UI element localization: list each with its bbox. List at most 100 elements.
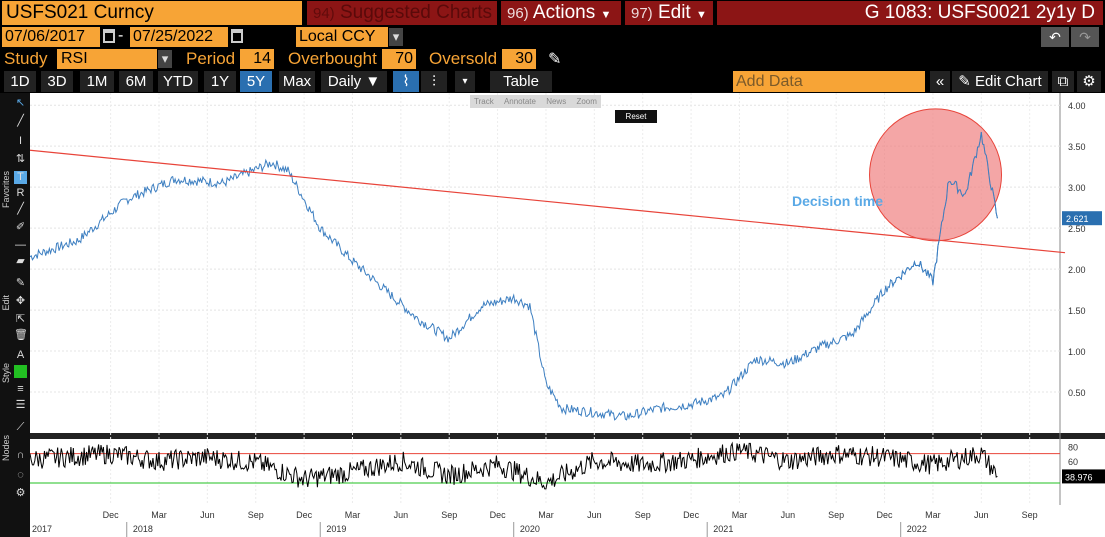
main-y-tick-label: 3.50 bbox=[1068, 142, 1086, 152]
line-style-icon[interactable]: ☰ bbox=[15, 399, 26, 411]
gear-icon[interactable]: ⚙ bbox=[1077, 71, 1101, 92]
chevron-down-icon[interactable]: ▾ bbox=[455, 71, 475, 92]
table-button[interactable]: Table bbox=[490, 71, 552, 92]
track-button[interactable]: Track bbox=[474, 97, 494, 106]
currency-select[interactable]: Local CCY bbox=[296, 27, 388, 47]
annotate-button[interactable]: Annotate bbox=[503, 97, 536, 106]
pointer-icon[interactable]: ↖ bbox=[15, 97, 26, 109]
range-1m[interactable]: 1M bbox=[80, 71, 114, 92]
suggested-label: Suggested Charts bbox=[339, 2, 493, 23]
chart-area[interactable]: 4.003.503.002.502.001.501.000.50806040De… bbox=[30, 93, 1105, 537]
node-icon[interactable]: ◌ bbox=[17, 469, 24, 481]
start-date-field[interactable]: 07/06/2017 bbox=[2, 27, 100, 47]
undo-icon[interactable]: ↶ bbox=[1041, 27, 1069, 47]
edit-menu[interactable]: 97) Edit ▼ bbox=[625, 1, 713, 25]
suggested-num: 94) bbox=[313, 5, 335, 22]
x-month-tick-label: Sep bbox=[828, 510, 844, 520]
eraser-icon[interactable]: ▰ bbox=[16, 255, 25, 267]
x-month-tick-label: Sep bbox=[635, 510, 651, 520]
fib-tool-icon[interactable]: ⇅ bbox=[15, 153, 26, 165]
add-data-input[interactable]: Add Data bbox=[733, 71, 925, 92]
date-bar: 07/06/2017 - 07/25/2022 Local CCY ▾ ↶ ↷ bbox=[0, 26, 1105, 48]
bar-icon[interactable]: ⫶ bbox=[421, 71, 447, 92]
actions-label: Actions bbox=[532, 2, 596, 23]
text-box-icon[interactable]: T bbox=[14, 171, 27, 184]
zoom-button[interactable]: Zoom bbox=[576, 97, 597, 106]
chevron-down-icon: ▼ bbox=[600, 9, 612, 21]
x-month-tick-label: Dec bbox=[683, 510, 700, 520]
reset-button[interactable]: Reset bbox=[615, 110, 657, 123]
chevron-down-icon[interactable]: ▾ bbox=[389, 28, 403, 46]
x-month-tick-label: Mar bbox=[925, 510, 941, 520]
frequency-label: Daily bbox=[327, 73, 362, 90]
edit-chart-button[interactable]: ✎ Edit Chart bbox=[952, 71, 1048, 92]
range-1d[interactable]: 1D bbox=[4, 71, 36, 92]
main-y-tick-label: 2.00 bbox=[1068, 265, 1086, 275]
font-icon[interactable]: A bbox=[16, 349, 25, 361]
line-tool-icon[interactable]: ╱ bbox=[17, 115, 24, 127]
main-y-tick-label: 3.00 bbox=[1068, 183, 1086, 193]
ruler-icon[interactable]: ⟋ bbox=[16, 421, 25, 433]
x-month-tick-label: Mar bbox=[345, 510, 361, 520]
range-ytd[interactable]: YTD bbox=[158, 71, 198, 92]
frequency-select[interactable]: Daily ▼ bbox=[321, 71, 387, 92]
x-month-tick-label: Dec bbox=[296, 510, 313, 520]
news-button[interactable]: News bbox=[546, 97, 567, 106]
marker-icon[interactable]: ✐ bbox=[15, 221, 26, 233]
end-date-field[interactable]: 07/25/2022 bbox=[130, 27, 228, 47]
calendar-icon[interactable] bbox=[103, 29, 115, 43]
brush-icon[interactable]: ╱ bbox=[17, 203, 24, 215]
rsi-last-value-tag bbox=[1062, 469, 1105, 484]
line-weight-icon[interactable]: ≡ bbox=[17, 383, 24, 395]
title-bar: USFS021 Curncy 94) Suggested Charts 96) … bbox=[0, 0, 1105, 26]
x-month-tick-label: Sep bbox=[1022, 510, 1038, 520]
edit-label: Edit bbox=[657, 2, 691, 23]
x-month-tick-label: Dec bbox=[103, 510, 120, 520]
x-month-tick-label: Jun bbox=[587, 510, 602, 520]
calendar-icon[interactable] bbox=[231, 29, 243, 43]
ray-tool-icon[interactable]: R bbox=[16, 187, 25, 199]
gear-icon[interactable]: ⚙ bbox=[15, 487, 26, 499]
suggested-charts-button[interactable]: 94) Suggested Charts bbox=[307, 1, 497, 25]
x-year-label: 2021 bbox=[713, 524, 733, 534]
magnet-icon[interactable]: ∩ bbox=[16, 449, 25, 461]
x-month-tick-label: Jun bbox=[394, 510, 409, 520]
main-y-tick-label: 1.50 bbox=[1068, 306, 1086, 316]
range-max[interactable]: Max bbox=[279, 71, 315, 92]
main-y-tick-label: 0.50 bbox=[1068, 388, 1086, 398]
pencil-icon[interactable]: ✎ bbox=[548, 51, 562, 68]
side-label-edit: Edit bbox=[1, 295, 11, 311]
x-year-label: 2017 bbox=[32, 524, 52, 534]
x-year-label: 2020 bbox=[520, 524, 540, 534]
side-label-nodes: Nodes bbox=[1, 435, 11, 462]
range-1y[interactable]: 1Y bbox=[204, 71, 236, 92]
range-6m[interactable]: 6M bbox=[119, 71, 153, 92]
oversold-field[interactable]: 30 bbox=[502, 49, 536, 69]
main-y-tick-label: 1.00 bbox=[1068, 347, 1086, 357]
study-select[interactable]: RSI bbox=[57, 49, 157, 69]
move-icon[interactable]: ✥ bbox=[15, 295, 26, 307]
range-5y[interactable]: 5Y bbox=[240, 71, 272, 92]
overbought-field[interactable]: 70 bbox=[382, 49, 416, 69]
side-label-favorites: Favorites bbox=[1, 171, 11, 209]
chart-svg[interactable]: 4.003.503.002.502.001.501.000.50806040De… bbox=[30, 93, 1105, 537]
double-chevron-left-icon[interactable]: « bbox=[930, 71, 950, 92]
layout-icon[interactable]: ⧉ bbox=[1052, 71, 1074, 92]
text-tool-icon[interactable]: I bbox=[18, 135, 23, 147]
range-toolbar: 1D 3D 1M 6M YTD 1Y 5Y Max Daily ▼ ⌇ ⫶ ▾ … bbox=[0, 70, 1105, 93]
trash-icon[interactable]: 🗑 bbox=[14, 329, 28, 341]
actions-menu[interactable]: 96) Actions ▼ bbox=[501, 1, 621, 25]
annotate-icon[interactable]: ✎ bbox=[15, 277, 26, 289]
hline-icon[interactable]: — bbox=[15, 239, 26, 251]
color-swatch[interactable] bbox=[14, 365, 27, 378]
study-label: Study bbox=[4, 49, 48, 68]
chart-type-icon[interactable]: ⌇ bbox=[393, 71, 419, 92]
select-icon[interactable]: ⇱ bbox=[15, 313, 26, 325]
chevron-down-icon[interactable]: ▾ bbox=[158, 50, 172, 68]
x-month-tick-label: Dec bbox=[877, 510, 894, 520]
history-buttons: ↶ ↷ bbox=[1039, 27, 1099, 47]
redo-icon[interactable]: ↷ bbox=[1071, 27, 1099, 47]
range-3d[interactable]: 3D bbox=[41, 71, 73, 92]
ticker-field[interactable]: USFS021 Curncy bbox=[2, 1, 302, 25]
period-field[interactable]: 14 bbox=[240, 49, 274, 69]
